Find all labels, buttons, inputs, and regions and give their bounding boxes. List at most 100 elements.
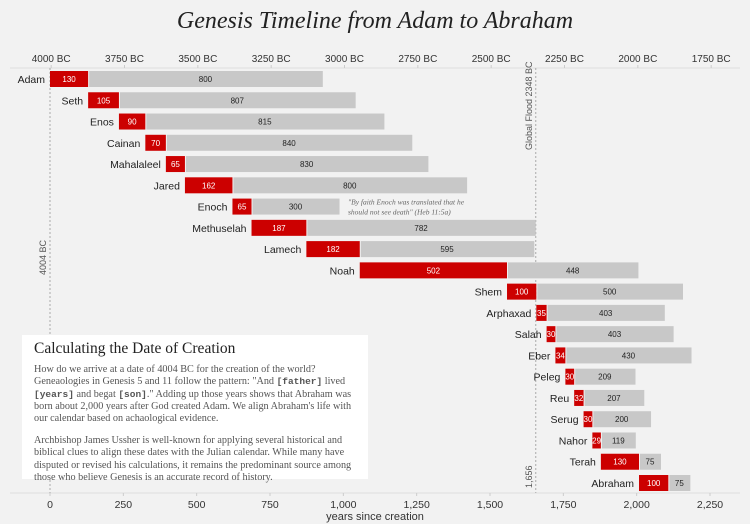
- remaining-value: 782: [414, 224, 428, 233]
- x-tick-label: 0: [47, 499, 53, 511]
- remaining-bar: [146, 113, 385, 130]
- remaining-value: 207: [607, 394, 621, 403]
- begat-bar: [165, 156, 185, 173]
- begat-bar: [359, 262, 508, 279]
- begat-value: 30: [584, 415, 593, 424]
- begat-bar: [145, 134, 166, 151]
- x-tick-label: 2,250: [697, 499, 723, 511]
- remaining-bar: [360, 241, 535, 258]
- remaining-value: 448: [566, 266, 580, 275]
- begat-value: 130: [613, 458, 627, 467]
- creation-line-label: 4004 BC: [38, 239, 48, 275]
- begat-bar: [306, 241, 360, 258]
- person-label: Abraham: [591, 478, 634, 490]
- info-box: Calculating the Date of Creation How do …: [22, 335, 368, 483]
- person-label: Noah: [330, 265, 355, 277]
- begat-value: 130: [62, 75, 76, 84]
- text: lived: [322, 376, 346, 388]
- person-label: Seth: [62, 95, 84, 107]
- begat-value: 187: [272, 224, 286, 233]
- begat-value: 34: [556, 351, 565, 360]
- begat-bar: [565, 368, 575, 385]
- begat-value: 182: [326, 245, 340, 254]
- begat-value: 65: [171, 160, 180, 169]
- remaining-value: 500: [603, 288, 617, 297]
- begat-bar: [536, 304, 547, 321]
- x-tick-label: 250: [115, 499, 133, 511]
- begat-value: 502: [427, 266, 441, 275]
- code-father: [father]: [276, 376, 323, 388]
- remaining-bar: [166, 134, 413, 151]
- top-tick-label: 4000 BC: [32, 54, 71, 65]
- remaining-bar: [669, 475, 691, 491]
- remaining-value: 403: [608, 330, 622, 339]
- remaining-value: 430: [622, 351, 636, 360]
- text: and begat: [73, 388, 119, 400]
- remaining-bar: [537, 283, 684, 300]
- person-label: Cainan: [107, 138, 140, 150]
- top-tick-label: 1750 BC: [692, 54, 731, 65]
- remaining-value: 200: [615, 415, 629, 424]
- top-tick-label: 3000 BC: [325, 54, 364, 65]
- remaining-value: 840: [282, 139, 296, 148]
- remaining-bar: [252, 198, 340, 215]
- person-label: Jared: [154, 180, 180, 192]
- top-tick-label: 2750 BC: [398, 54, 437, 65]
- person-label: Nahor: [559, 435, 588, 447]
- x-tick-label: 2,000: [624, 499, 650, 511]
- x-tick-label: 500: [188, 499, 206, 511]
- begat-bar: [583, 411, 593, 428]
- top-tick-label: 2250 BC: [545, 54, 584, 65]
- person-label: Methuselah: [192, 223, 246, 235]
- begat-bar: [639, 475, 669, 491]
- remaining-value: 815: [258, 118, 272, 127]
- remaining-bar: [307, 219, 536, 236]
- begat-value: 29: [592, 436, 601, 445]
- remaining-bar: [185, 156, 429, 173]
- info-heading: Calculating the Date of Creation: [34, 340, 236, 357]
- begat-bar: [507, 283, 537, 300]
- x-tick-label: 1,250: [404, 499, 430, 511]
- code-years: [years]: [34, 388, 74, 400]
- begat-value: 90: [128, 118, 137, 127]
- remaining-bar: [584, 389, 645, 406]
- begat-bar: [546, 326, 556, 343]
- begat-bar: [600, 453, 640, 470]
- x-tick-label: 1,500: [477, 499, 503, 511]
- person-label: Enos: [90, 117, 114, 129]
- remaining-bar: [508, 262, 639, 279]
- remaining-value: 800: [343, 181, 357, 190]
- person-label: Salah: [515, 329, 542, 341]
- remaining-bar: [566, 347, 692, 364]
- begat-bar: [118, 113, 146, 130]
- begat-value: 105: [97, 96, 111, 105]
- top-tick-label: 2500 BC: [472, 54, 511, 65]
- begat-value: 70: [151, 139, 160, 148]
- begat-bar: [88, 92, 119, 109]
- person-label: Adam: [18, 74, 46, 86]
- begat-bar: [555, 347, 566, 364]
- text: How do we arrive at a date of 4004 BC fo…: [34, 364, 316, 388]
- remaining-bar: [547, 304, 665, 321]
- person-label: Lamech: [264, 244, 302, 256]
- remaining-value: 595: [440, 245, 454, 254]
- remaining-bar: [119, 92, 356, 109]
- remaining-value: 300: [289, 203, 303, 212]
- code-son: [son]: [118, 388, 147, 400]
- begat-bar: [50, 71, 89, 87]
- enoch-note: should not see death" (Heb 11:5a): [348, 208, 451, 217]
- begat-bar: [592, 432, 601, 449]
- person-label: Eber: [528, 350, 551, 362]
- remaining-bar: [233, 177, 468, 194]
- top-tick-label: 3750 BC: [105, 54, 144, 65]
- top-tick-label: 3250 BC: [252, 54, 291, 65]
- remaining-value: 807: [231, 96, 245, 105]
- chart-title: Genesis Timeline from Adam to Abraham: [176, 8, 574, 34]
- begat-value: 35: [537, 309, 546, 318]
- person-label: Peleg: [534, 372, 561, 384]
- person-label: Mahalaleel: [110, 159, 161, 171]
- remaining-bar: [601, 432, 636, 449]
- begat-value: 162: [202, 181, 216, 190]
- begat-value: 65: [238, 203, 247, 212]
- person-label: Arphaxad: [486, 308, 531, 320]
